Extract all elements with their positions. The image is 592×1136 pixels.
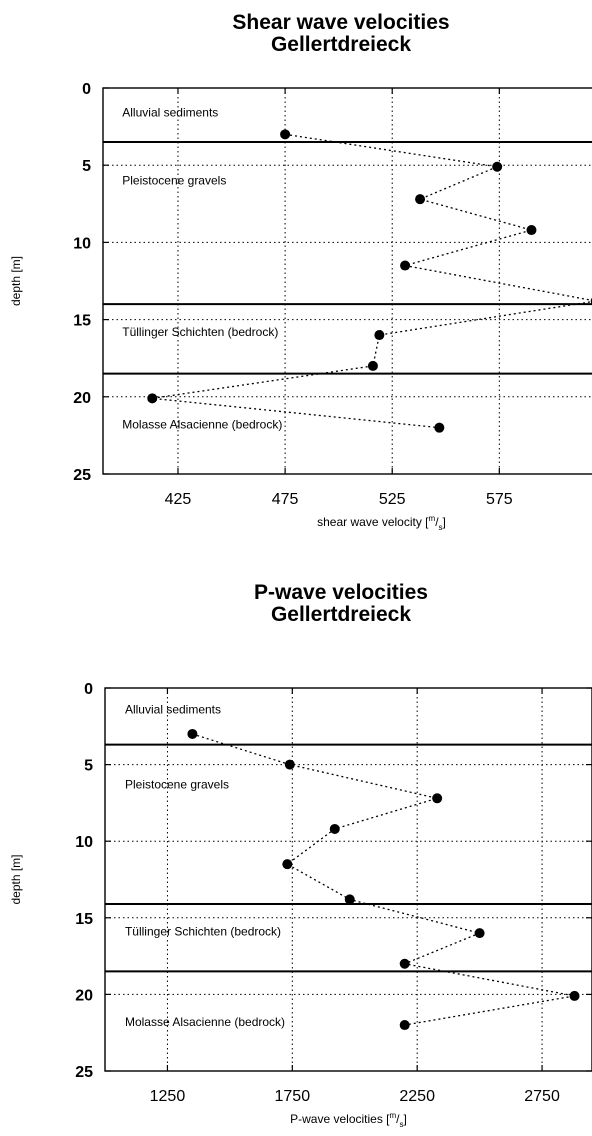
data-point	[400, 260, 411, 271]
y-axis-label: depth [m]	[9, 854, 23, 904]
layer-label: Tüllinger Schichten (bedrock)	[125, 925, 281, 939]
p-wave-plot: 1250 1750 2250 2750 0 5 10 15 20 25 Alluvial sedim…	[9, 681, 592, 1129]
x-tick-label: 525	[379, 491, 406, 508]
series-line	[152, 133, 592, 429]
layer-label: Molasse Alsacienne (bedrock)	[125, 1015, 285, 1029]
x-tick-label: 575	[486, 491, 513, 508]
data-point	[284, 759, 295, 770]
plot-frame	[102, 87, 592, 475]
layer-label: Pleistocene gravels	[125, 778, 229, 792]
y-tick-label: 5	[84, 758, 93, 775]
series-line	[192, 733, 575, 1026]
data-point	[434, 422, 445, 433]
data-point	[569, 990, 580, 1001]
shear-wave-chart: Shear wave velocities Gellertdreieck 425…	[0, 0, 592, 560]
y-tick-label: 5	[82, 158, 91, 175]
data-point	[344, 894, 355, 905]
data-point	[329, 823, 340, 834]
x-tick-label: 2750	[524, 1088, 560, 1105]
y-tick-label: 15	[73, 313, 91, 330]
chart-subtitle: Gellertdreieck	[270, 603, 412, 626]
x-tick-label: 2250	[399, 1088, 435, 1105]
chart-subtitle: Gellertdreieck	[270, 33, 412, 56]
data-point	[374, 330, 385, 341]
data-point	[282, 859, 293, 870]
data-point	[367, 360, 378, 371]
p-wave-chart: P-wave velocities Gellertdreieck 1250 175…	[0, 570, 592, 1131]
x-axis-label: P-wave velocities [m/s]	[290, 1111, 407, 1129]
y-tick-label: 0	[82, 81, 91, 98]
chart-title: Shear wave velocities	[232, 11, 450, 34]
layer-label: Pleistocene gravels	[122, 174, 226, 188]
y-tick-label: 15	[75, 911, 93, 928]
y-tick-label: 20	[75, 987, 93, 1004]
data-point	[147, 393, 158, 404]
y-tick-label: 10	[75, 834, 93, 851]
data-point	[399, 958, 410, 969]
x-axis-label: shear wave velocity [m/s]	[317, 514, 446, 532]
layer-label: Tüllinger Schichten (bedrock)	[122, 325, 278, 339]
layer-label: Alluvial sediments	[125, 702, 221, 716]
y-tick-label: 10	[73, 235, 91, 252]
y-axis-label: depth [m]	[9, 256, 23, 306]
data-point	[474, 928, 485, 939]
plot-frame	[104, 687, 592, 1072]
y-tick-label: 25	[75, 1064, 93, 1081]
data-point	[415, 194, 426, 205]
y-tick-label: 20	[73, 390, 91, 407]
data-point	[526, 225, 537, 236]
layer-label: Molasse Alsacienne (bedrock)	[122, 418, 282, 432]
data-point	[280, 129, 291, 140]
layer-label: Alluvial sediments	[122, 106, 218, 120]
x-tick-label: 425	[165, 491, 192, 508]
data-point	[492, 161, 503, 172]
x-tick-label: 1750	[275, 1088, 311, 1105]
shear-wave-plot: 4254755255756250510152025Alluvial sedime…	[9, 81, 592, 532]
y-tick-label: 0	[84, 681, 93, 698]
data-point	[187, 728, 198, 739]
x-tick-label: 475	[272, 491, 299, 508]
chart-title: P-wave velocities	[254, 581, 428, 604]
y-tick-label: 25	[73, 467, 91, 484]
data-point	[399, 1020, 410, 1031]
x-tick-label: 1250	[150, 1088, 186, 1105]
data-point	[432, 793, 443, 804]
